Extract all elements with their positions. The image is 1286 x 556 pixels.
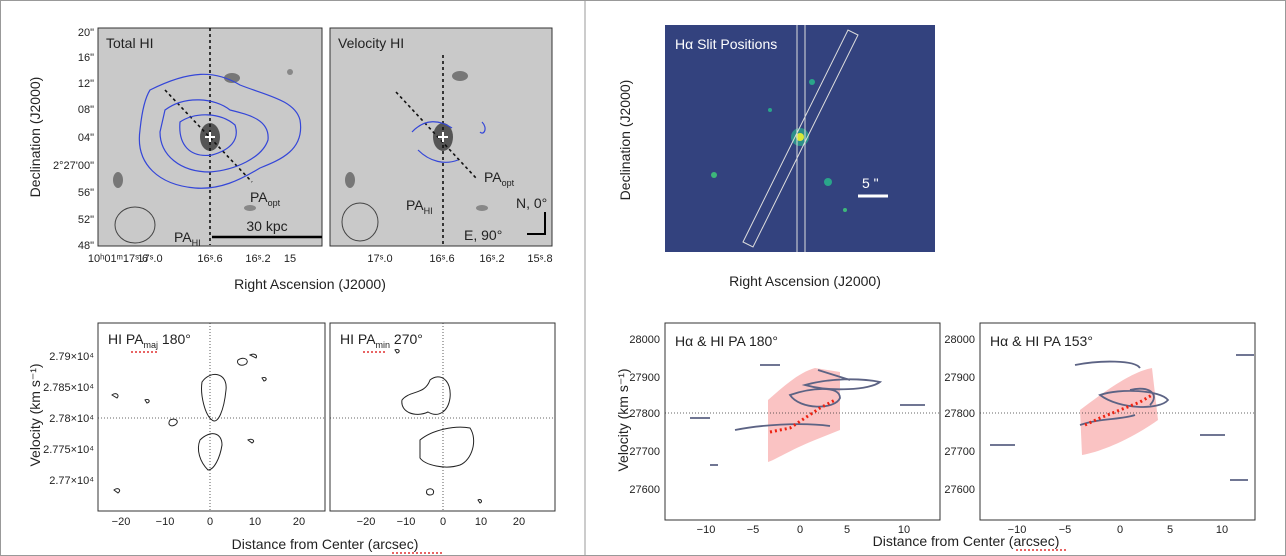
x-tick-label: 10	[475, 516, 487, 528]
y-tick-label: 27800	[944, 408, 975, 420]
x-tick-label: −10	[397, 516, 416, 528]
y-axis-label: Declination (J2000)	[617, 80, 633, 201]
pa-label: PAHI	[406, 197, 433, 216]
x-tick-label: 10	[1216, 524, 1228, 536]
x-tick-label: 16ˢ.6	[197, 253, 222, 265]
y-tick-label: 2.77×10⁴	[49, 475, 94, 487]
y-tick-label: 56"	[78, 187, 94, 199]
pa-label: PAopt	[250, 189, 281, 208]
plot-title: Hα & HI PA 153°	[990, 333, 1093, 349]
y-tick-label: 27700	[944, 446, 975, 458]
y-tick-label: 20"	[78, 27, 94, 39]
x-tick-label: 0	[797, 524, 803, 536]
title-sub: min	[376, 340, 391, 350]
halpha-image	[665, 25, 935, 252]
plot-title: HI PAmaj 180°	[108, 331, 191, 350]
x-tick-label: 16ˢ.2	[245, 253, 270, 265]
pa-sub: HI	[424, 206, 433, 216]
pa-main: PA	[250, 189, 268, 205]
title-text: 270°	[390, 331, 423, 347]
x-tick-label: −10	[697, 524, 716, 536]
x-tick-label: 0	[207, 516, 213, 528]
y-tick-label: 52"	[78, 214, 94, 226]
y-tick-label: 12"	[78, 78, 94, 90]
title-text: HI PA	[108, 331, 144, 347]
x-axis-label: Distance from Center (arcsec)	[873, 533, 1060, 549]
y-tick-label: 2°27'00"	[53, 160, 94, 172]
y-tick-label: 27900	[944, 372, 975, 384]
x-tick-label: 0	[1117, 524, 1123, 536]
x-tick-label: 17ˢ.0	[367, 253, 392, 265]
scale-label: 5 "	[862, 175, 879, 191]
x-tick-label: 20	[513, 516, 525, 528]
title-text: 180°	[158, 331, 191, 347]
total-hi-image	[97, 27, 323, 247]
y-axis-label: Velocity (km s⁻¹)	[27, 363, 43, 466]
panel-label: Hα Slit Positions	[675, 36, 777, 52]
pa-sub: opt	[268, 198, 281, 208]
pa-main: PA	[406, 197, 424, 213]
pa-sub: opt	[502, 178, 515, 188]
compass-e: E, 90°	[464, 227, 502, 243]
y-tick-label: 08"	[78, 104, 94, 116]
pv-plot-maj	[97, 322, 326, 512]
y-tick-label: 28000	[629, 334, 660, 346]
x-tick-label: 16ˢ.6	[429, 253, 454, 265]
x-tick-label: 10ʰ01ᵐ17ˢ.6	[88, 253, 148, 265]
x-tick-label: 10	[898, 524, 910, 536]
pa-main: PA	[174, 229, 192, 245]
pa-main: PA	[484, 169, 502, 185]
x-tick-label: −5	[1059, 524, 1072, 536]
pa-label: PAopt	[484, 169, 515, 188]
title-text: HI PA	[340, 331, 376, 347]
x-tick-label: 5	[844, 524, 850, 536]
x-tick-label: −5	[747, 524, 760, 536]
y-tick-label: 04"	[78, 132, 94, 144]
x-tick-label: −10	[156, 516, 175, 528]
x-tick-label: 20	[293, 516, 305, 528]
pv-plot-180	[664, 322, 941, 521]
pa-sub: HI	[192, 238, 201, 248]
plot-title: HI PAmin 270°	[340, 331, 423, 350]
x-tick-label: 15ˢ.8	[527, 253, 552, 265]
y-tick-label: 28000	[944, 334, 975, 346]
pv-plot-min	[329, 322, 556, 512]
panel-label: Velocity HI	[338, 35, 404, 51]
y-tick-label: 2.785×10⁴	[43, 382, 94, 394]
x-tick-label: −10	[1008, 524, 1027, 536]
y-tick-label: 27800	[629, 408, 660, 420]
x-axis-label: Distance from Center (arcsec)	[232, 536, 419, 552]
y-tick-label: 48"	[78, 240, 94, 252]
y-tick-label: 2.79×10⁴	[49, 351, 94, 363]
x-tick-label: 16ˢ.2	[479, 253, 504, 265]
x-tick-label: 15	[284, 253, 296, 265]
compass-n: N, 0°	[516, 195, 547, 211]
x-tick-label: −20	[112, 516, 131, 528]
title-sub: maj	[144, 340, 159, 350]
y-axis-label: Declination (J2000)	[27, 77, 43, 198]
y-tick-label: 27700	[629, 446, 660, 458]
x-tick-label: 17ˢ.0	[137, 253, 162, 265]
scale-label: 30 kpc	[246, 218, 287, 234]
velocity-hi-image	[329, 27, 553, 247]
y-tick-label: 27600	[944, 484, 975, 496]
y-axis-label: Velocity (km s⁻¹)	[615, 368, 631, 471]
y-tick-label: 2.775×10⁴	[43, 444, 94, 456]
y-tick-label: 27900	[629, 372, 660, 384]
pv-plot-153	[979, 322, 1256, 521]
x-tick-label: −20	[357, 516, 376, 528]
y-tick-label: 2.78×10⁴	[49, 413, 94, 425]
y-tick-label: 27600	[629, 484, 660, 496]
panel-label: Total HI	[106, 35, 153, 51]
x-tick-label: 5	[1167, 524, 1173, 536]
y-tick-label: 16"	[78, 52, 94, 64]
x-tick-label: 10	[249, 516, 261, 528]
x-axis-label: Right Ascension (J2000)	[234, 276, 386, 292]
pa-label: PAHI	[174, 229, 201, 248]
plot-title: Hα & HI PA 180°	[675, 333, 778, 349]
x-axis-label: Right Ascension (J2000)	[729, 273, 881, 289]
x-tick-label: 0	[440, 516, 446, 528]
